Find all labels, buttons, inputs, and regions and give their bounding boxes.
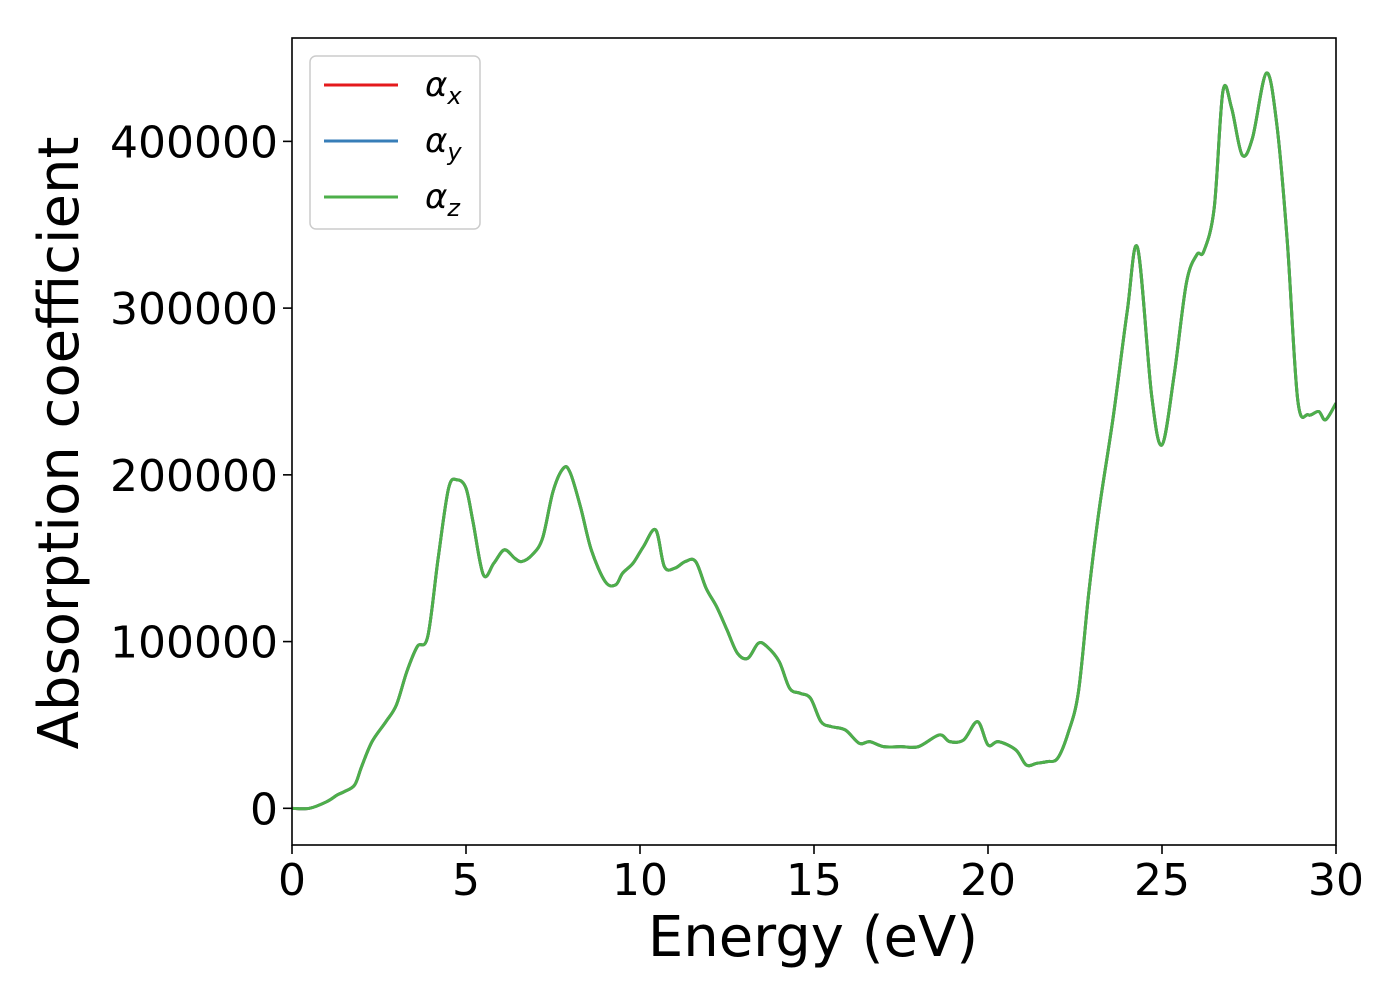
y-tick-label: 100000 bbox=[110, 618, 278, 669]
y-tick-label: 200000 bbox=[110, 451, 278, 502]
legend: αx αy αz bbox=[309, 55, 481, 230]
y-tick-label: 0 bbox=[250, 784, 278, 835]
legend-label: αy bbox=[425, 121, 462, 166]
x-tick-label: 0 bbox=[278, 855, 306, 906]
y-tick-label: 400000 bbox=[110, 117, 278, 168]
y-tick-label: 300000 bbox=[110, 284, 278, 335]
legend-label: αz bbox=[425, 177, 461, 222]
x-tick-label: 10 bbox=[612, 855, 668, 906]
y-axis: 0 100000 200000 300000 400000 bbox=[110, 117, 292, 835]
x-tick-label: 15 bbox=[786, 855, 842, 906]
x-tick-label: 25 bbox=[1134, 855, 1190, 906]
y-axis-title: Absorption coefficient bbox=[27, 137, 92, 750]
x-tick-label: 5 bbox=[452, 855, 480, 906]
x-tick-label: 20 bbox=[960, 855, 1016, 906]
legend-label: αx bbox=[425, 65, 462, 110]
x-axis-title: Energy (eV) bbox=[648, 905, 978, 970]
x-tick-label: 30 bbox=[1308, 855, 1364, 906]
x-axis: 0 5 10 15 20 25 30 bbox=[278, 845, 1364, 906]
series-line-z bbox=[292, 71, 1336, 811]
